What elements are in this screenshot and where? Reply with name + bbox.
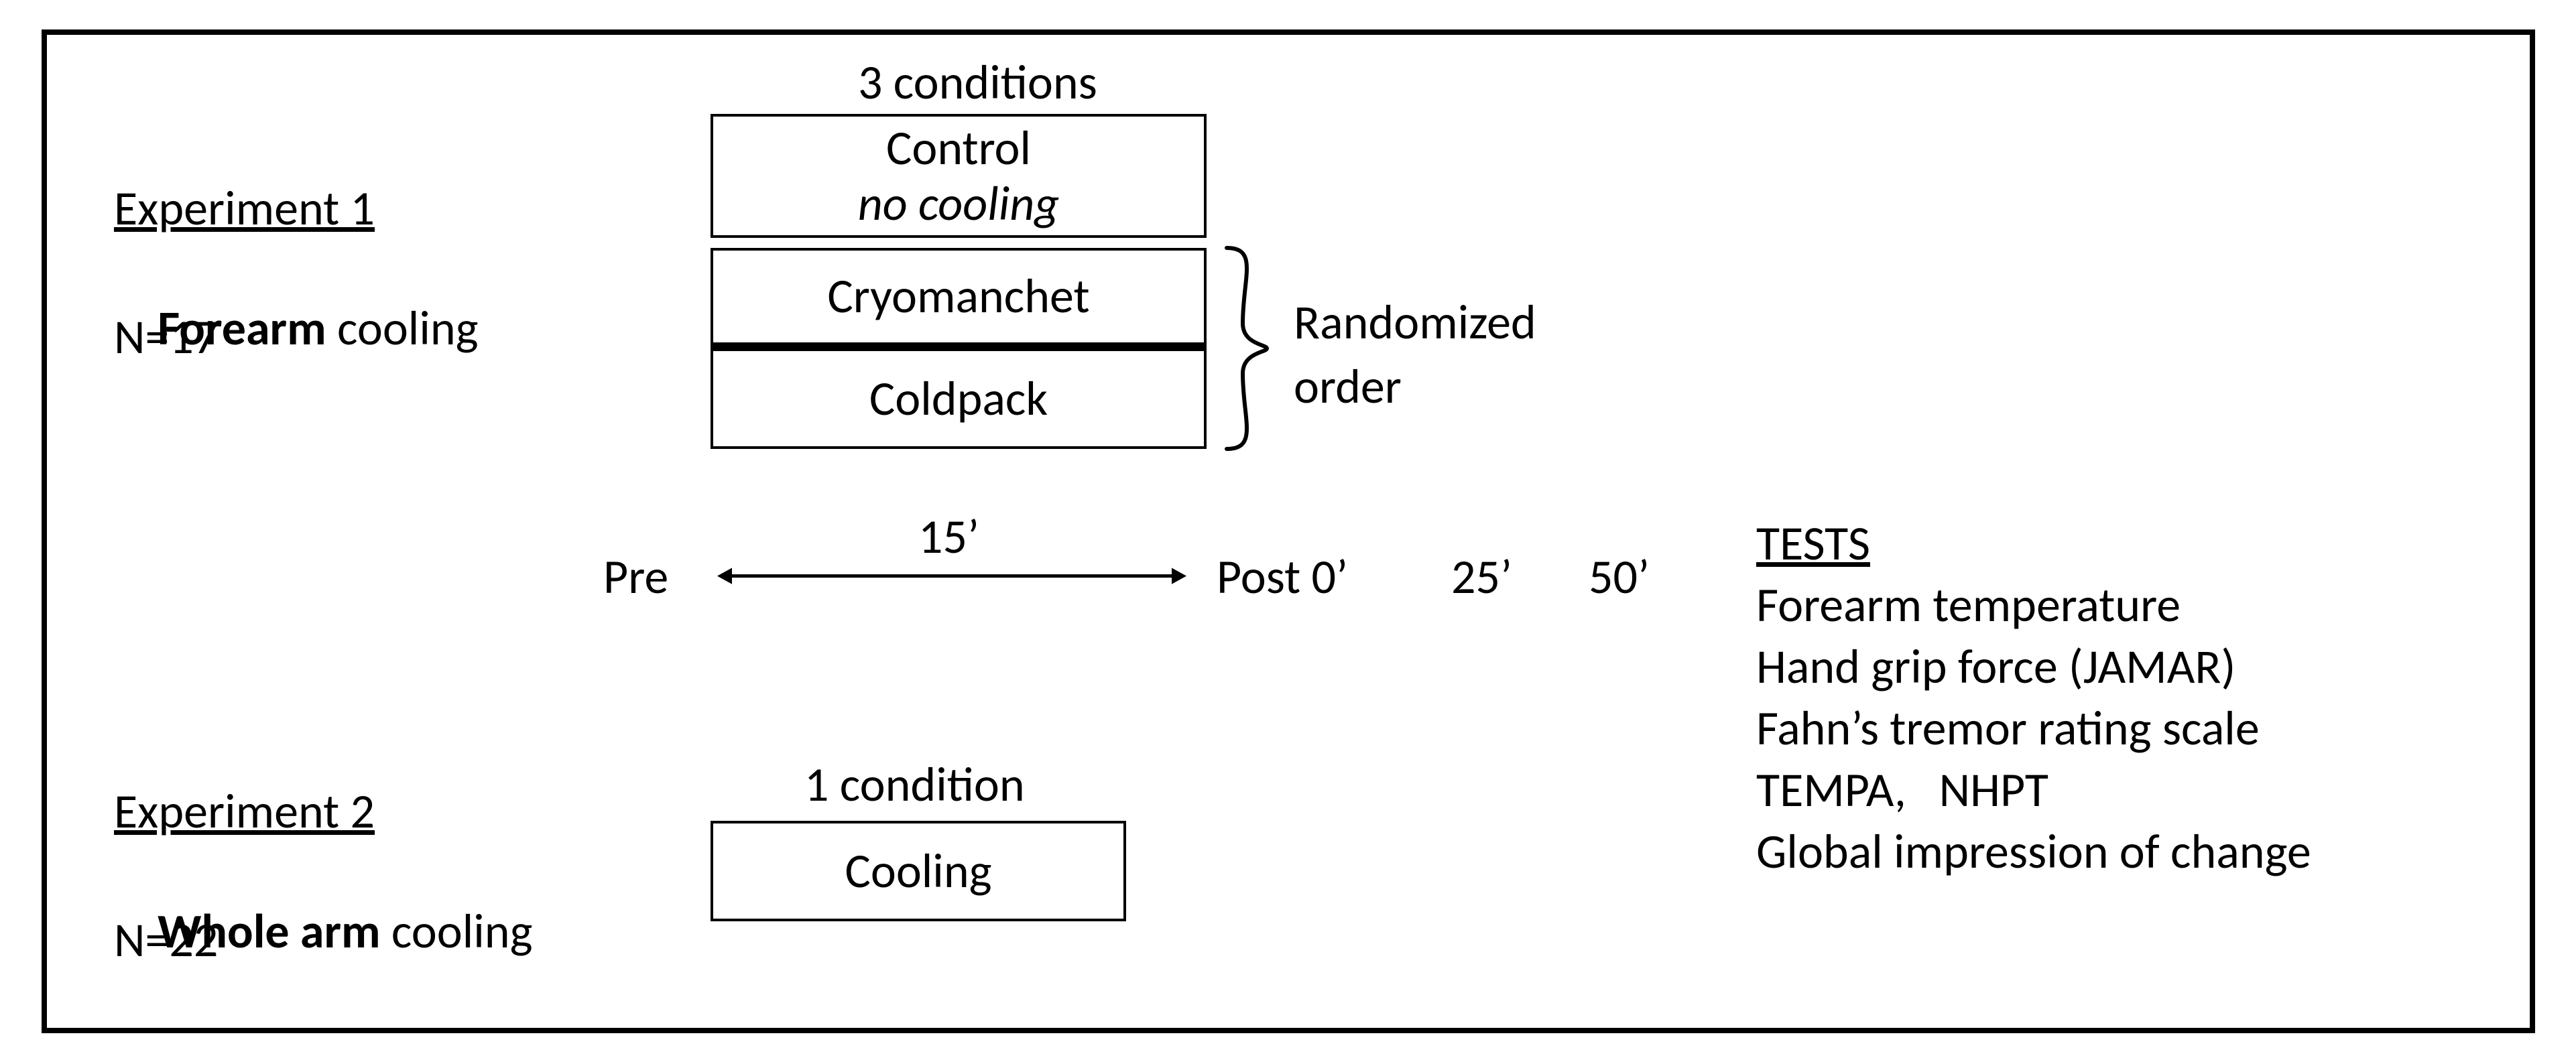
tests-line-3: TEMPA, NHPT — [1756, 763, 2048, 818]
tests-line-0: Forearm temperature — [1756, 578, 2181, 633]
conditions-header-1: 3 conditions — [858, 55, 1097, 111]
box-cryomanchet-label: Cryomanchet — [827, 269, 1089, 324]
brace-label-line1: Randomized — [1294, 295, 1536, 350]
timeline-25min: 25’ — [1451, 549, 1512, 605]
box-control: Control no cooling — [711, 114, 1207, 238]
box-coldpack: Coldpack — [711, 348, 1207, 449]
tests-line-4: Global impression of change — [1756, 824, 2311, 880]
timeline-50min: 50’ — [1589, 549, 1650, 605]
experiment-1-title: Experiment 1 — [114, 181, 375, 237]
box-control-line2: no cooling — [858, 174, 1060, 233]
conditions-header-2: 1 condition — [804, 757, 1025, 813]
experiment-2-n: N=22 — [114, 913, 218, 968]
timeline-pre: Pre — [603, 549, 668, 605]
diagram-canvas: Experiment 1 Forearm cooling N=17 Experi… — [0, 0, 2576, 1060]
timeline-post0: Post 0’ — [1217, 549, 1348, 605]
experiment-1-n: N=17 — [114, 310, 218, 365]
box-coldpack-label: Coldpack — [869, 371, 1048, 427]
tests-line-2: Fahn’s tremor rating scale — [1756, 701, 2260, 756]
box-control-line1: Control — [886, 119, 1031, 178]
box-cooling-label: Cooling — [845, 844, 991, 899]
experiment-2-title: Experiment 2 — [114, 784, 375, 840]
brace-label-line2: order — [1294, 359, 1402, 415]
box-cooling: Cooling — [711, 821, 1126, 921]
tests-line-1: Hand grip force (JAMAR) — [1756, 639, 2235, 695]
timeline-15min: 15’ — [918, 509, 979, 565]
tests-heading: TESTS — [1756, 516, 1870, 572]
box-cryomanchet: Cryomanchet — [711, 248, 1207, 345]
experiment-2-subtitle-rest: cooling — [381, 902, 533, 961]
experiment-1-subtitle-rest: cooling — [326, 299, 479, 358]
